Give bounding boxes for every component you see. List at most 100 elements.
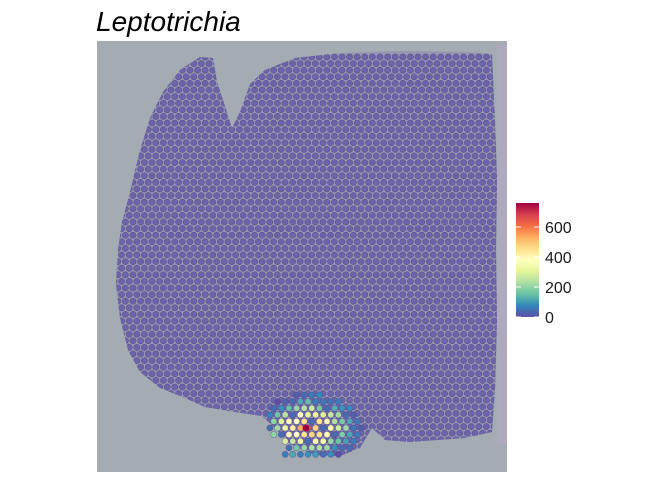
spot xyxy=(410,258,418,265)
hotspot-spot xyxy=(327,398,335,405)
spot xyxy=(190,179,198,186)
spot xyxy=(277,66,285,74)
spot xyxy=(369,357,376,364)
spot xyxy=(437,238,445,246)
spot xyxy=(372,350,380,358)
spot xyxy=(205,126,213,133)
spot xyxy=(342,324,350,331)
spot xyxy=(319,218,327,226)
spot xyxy=(285,383,293,391)
spot xyxy=(289,126,296,133)
spot xyxy=(293,225,300,232)
spot xyxy=(137,324,144,331)
spot xyxy=(471,60,479,67)
spot xyxy=(403,390,410,397)
spot xyxy=(452,410,460,417)
spot xyxy=(471,297,479,305)
peak-spot xyxy=(302,424,310,432)
spot xyxy=(426,284,433,292)
spot xyxy=(327,271,334,279)
spot xyxy=(167,377,175,384)
spot xyxy=(281,165,289,173)
spot xyxy=(304,258,312,265)
spot xyxy=(232,159,239,166)
spot xyxy=(365,363,372,371)
spot xyxy=(270,357,277,364)
spot xyxy=(167,271,175,279)
spot xyxy=(395,192,403,199)
spot xyxy=(357,258,365,265)
spot xyxy=(274,324,281,331)
spot xyxy=(361,93,369,100)
spot xyxy=(232,344,239,351)
spot xyxy=(194,159,201,166)
spot xyxy=(441,337,448,345)
spot xyxy=(380,60,388,67)
spot xyxy=(410,231,418,239)
spot xyxy=(308,119,315,127)
spot xyxy=(353,119,361,127)
spot xyxy=(426,179,433,186)
spot xyxy=(137,218,144,226)
spot xyxy=(342,377,350,384)
spot xyxy=(308,225,315,232)
spot xyxy=(129,205,137,213)
spot xyxy=(179,238,186,246)
spot xyxy=(448,324,456,331)
spot xyxy=(471,165,479,173)
spot xyxy=(190,297,198,305)
spot xyxy=(122,324,129,331)
spot xyxy=(239,159,247,166)
spot xyxy=(327,86,334,94)
spot xyxy=(270,291,277,298)
spot xyxy=(258,324,266,331)
spot xyxy=(319,311,327,318)
spot xyxy=(342,218,350,226)
spot xyxy=(186,251,194,259)
spot xyxy=(399,185,407,193)
spot xyxy=(448,179,456,186)
spot xyxy=(448,245,456,252)
spot xyxy=(334,152,342,160)
spot xyxy=(243,113,251,120)
spot xyxy=(448,416,456,424)
spot xyxy=(338,383,346,391)
spot xyxy=(353,238,361,246)
spot xyxy=(350,284,357,292)
spot xyxy=(376,172,384,180)
spot xyxy=(331,383,338,391)
spot xyxy=(376,66,384,74)
spot xyxy=(395,231,403,239)
spot xyxy=(319,113,327,120)
spot xyxy=(388,86,395,94)
spot xyxy=(376,119,384,127)
spot xyxy=(232,251,239,259)
hotspot-spot xyxy=(338,404,346,412)
spot xyxy=(441,429,448,437)
spot xyxy=(346,330,353,338)
spot xyxy=(205,86,213,94)
spot xyxy=(122,297,129,305)
spot xyxy=(429,53,437,61)
spot xyxy=(213,86,220,94)
spot xyxy=(334,192,342,199)
spot xyxy=(194,344,201,351)
spot xyxy=(319,152,327,160)
spot xyxy=(471,284,479,292)
spot xyxy=(376,264,384,272)
spot xyxy=(129,258,137,265)
spot xyxy=(437,396,445,404)
spot xyxy=(422,80,429,87)
spot xyxy=(319,377,327,384)
spot xyxy=(258,390,266,397)
spot xyxy=(426,337,433,345)
spot xyxy=(285,146,293,153)
spot xyxy=(399,66,407,74)
spot xyxy=(296,258,304,265)
spot xyxy=(380,297,388,305)
spot xyxy=(190,337,198,345)
spot xyxy=(281,324,289,331)
spot xyxy=(125,317,133,325)
spot xyxy=(179,198,186,206)
spot xyxy=(289,192,296,199)
